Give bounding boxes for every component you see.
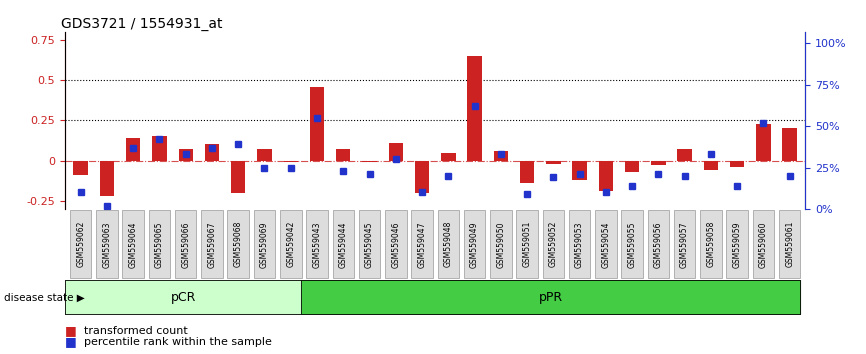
FancyBboxPatch shape — [727, 210, 748, 278]
Bar — [178, 149, 193, 161]
Bar — [204, 144, 219, 161]
Bar — [126, 138, 140, 161]
Bar — [310, 87, 324, 161]
Text: ■: ■ — [65, 325, 77, 337]
Text: GSM559066: GSM559066 — [181, 221, 191, 268]
FancyBboxPatch shape — [569, 210, 591, 278]
Text: GSM559045: GSM559045 — [365, 221, 374, 268]
Bar — [336, 149, 351, 161]
Text: GDS3721 / 1554931_at: GDS3721 / 1554931_at — [61, 17, 223, 31]
FancyBboxPatch shape — [674, 210, 695, 278]
Text: GSM559069: GSM559069 — [260, 221, 269, 268]
FancyBboxPatch shape — [96, 210, 118, 278]
FancyBboxPatch shape — [65, 280, 301, 314]
Text: GSM559046: GSM559046 — [391, 221, 400, 268]
Text: GSM559062: GSM559062 — [76, 221, 85, 268]
Bar — [572, 161, 587, 180]
FancyBboxPatch shape — [122, 210, 144, 278]
Text: GSM559044: GSM559044 — [339, 221, 348, 268]
Text: ■: ■ — [65, 335, 77, 348]
FancyBboxPatch shape — [700, 210, 721, 278]
Text: GSM559055: GSM559055 — [628, 221, 637, 268]
Text: GSM559068: GSM559068 — [234, 221, 242, 268]
FancyBboxPatch shape — [464, 210, 485, 278]
Bar — [756, 124, 771, 161]
Text: GSM559042: GSM559042 — [287, 221, 295, 268]
Text: GSM559057: GSM559057 — [680, 221, 689, 268]
Text: GSM559051: GSM559051 — [522, 221, 532, 268]
Bar — [283, 161, 298, 162]
FancyBboxPatch shape — [333, 210, 354, 278]
Text: percentile rank within the sample: percentile rank within the sample — [84, 337, 272, 347]
Text: pPR: pPR — [539, 291, 563, 304]
FancyBboxPatch shape — [149, 210, 171, 278]
Bar — [494, 151, 508, 161]
Bar — [389, 143, 403, 161]
Bar — [468, 56, 481, 161]
Text: GSM559043: GSM559043 — [313, 221, 321, 268]
FancyBboxPatch shape — [228, 210, 249, 278]
Text: GSM559060: GSM559060 — [759, 221, 768, 268]
FancyBboxPatch shape — [490, 210, 512, 278]
FancyBboxPatch shape — [70, 210, 92, 278]
Text: GSM559056: GSM559056 — [654, 221, 662, 268]
Bar — [152, 136, 166, 161]
FancyBboxPatch shape — [359, 210, 380, 278]
Text: transformed count: transformed count — [84, 326, 188, 336]
FancyBboxPatch shape — [254, 210, 275, 278]
FancyBboxPatch shape — [595, 210, 617, 278]
FancyBboxPatch shape — [307, 210, 327, 278]
FancyBboxPatch shape — [201, 210, 223, 278]
Text: GSM559067: GSM559067 — [208, 221, 216, 268]
Bar — [257, 149, 272, 161]
Text: GSM559050: GSM559050 — [496, 221, 505, 268]
FancyBboxPatch shape — [437, 210, 459, 278]
Text: GSM559054: GSM559054 — [601, 221, 611, 268]
Text: GSM559049: GSM559049 — [470, 221, 479, 268]
FancyBboxPatch shape — [516, 210, 538, 278]
Bar — [730, 161, 745, 167]
Bar — [520, 161, 534, 183]
Bar — [100, 161, 114, 196]
Text: GSM559048: GSM559048 — [443, 221, 453, 268]
FancyBboxPatch shape — [753, 210, 774, 278]
FancyBboxPatch shape — [385, 210, 406, 278]
Text: GSM559063: GSM559063 — [102, 221, 112, 268]
Text: pCR: pCR — [171, 291, 196, 304]
Bar — [546, 161, 560, 164]
FancyBboxPatch shape — [65, 280, 800, 314]
Bar — [362, 161, 377, 162]
FancyBboxPatch shape — [175, 210, 197, 278]
Text: GSM559061: GSM559061 — [785, 221, 794, 268]
Text: GSM559053: GSM559053 — [575, 221, 584, 268]
Text: GSM559059: GSM559059 — [733, 221, 741, 268]
Bar — [625, 161, 639, 172]
Bar — [782, 129, 797, 161]
FancyBboxPatch shape — [648, 210, 669, 278]
Bar — [598, 161, 613, 191]
Bar — [704, 161, 718, 170]
Text: GSM559065: GSM559065 — [155, 221, 164, 268]
Text: disease state ▶: disease state ▶ — [4, 292, 85, 302]
FancyBboxPatch shape — [280, 210, 301, 278]
FancyBboxPatch shape — [543, 210, 564, 278]
FancyBboxPatch shape — [621, 210, 643, 278]
FancyBboxPatch shape — [411, 210, 433, 278]
Bar — [231, 161, 245, 193]
Text: GSM559064: GSM559064 — [129, 221, 138, 268]
Bar — [651, 161, 666, 165]
FancyBboxPatch shape — [779, 210, 800, 278]
Bar — [441, 153, 456, 161]
FancyBboxPatch shape — [301, 280, 800, 314]
Bar — [415, 161, 430, 193]
Text: GSM559058: GSM559058 — [707, 221, 715, 268]
Bar — [677, 149, 692, 161]
Text: GSM559047: GSM559047 — [417, 221, 427, 268]
Text: GSM559052: GSM559052 — [549, 221, 558, 268]
Bar — [74, 161, 88, 175]
